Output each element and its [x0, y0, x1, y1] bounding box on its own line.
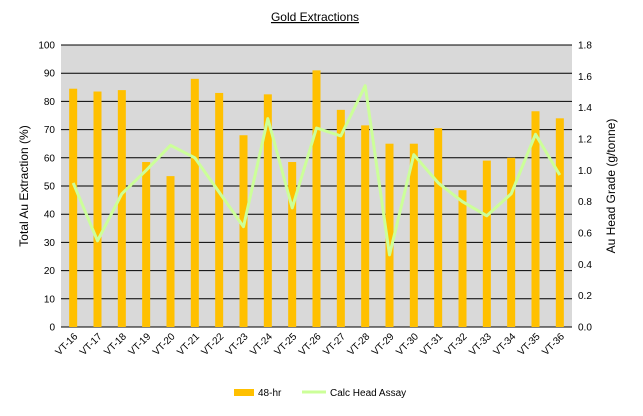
bar [288, 162, 297, 327]
x-tick-label: VT-21 [175, 331, 202, 358]
x-tick-label: VT-23 [224, 331, 251, 358]
x-tick-label: VT-35 [516, 331, 543, 358]
legend-label-calc-head-assay: Calc Head Assay [330, 388, 406, 399]
line-series [71, 84, 562, 257]
bar [336, 109, 345, 327]
x-tick-label: VT-20 [151, 331, 178, 358]
x-tick-label: VT-33 [467, 331, 494, 358]
chart-title: Gold Extractions [271, 10, 359, 24]
bar [215, 92, 224, 327]
bar [93, 91, 102, 327]
y-tick-label: 50 [44, 182, 56, 193]
x-tick-label: VT-32 [443, 331, 470, 358]
bar [142, 162, 151, 327]
x-tick-label: VT-18 [102, 331, 129, 358]
x-tick-label: VT-24 [248, 331, 275, 358]
y2-tick-label: 0.8 [578, 197, 592, 208]
y-tick-label: 30 [44, 238, 56, 249]
x-tick-label: VT-27 [321, 331, 348, 358]
y2-tick-label: 1.2 [578, 135, 592, 146]
x-tick-label: VT-25 [273, 331, 300, 358]
x-tick-label: VT-19 [127, 331, 154, 358]
y-tick-label: 70 [44, 125, 56, 136]
x-tick-label: VT-29 [370, 331, 397, 358]
bar [166, 176, 175, 327]
y-tick-label: 40 [44, 210, 56, 221]
bar [385, 143, 394, 327]
x-tick-label: VT-22 [200, 331, 227, 358]
y-tick-label: 60 [44, 153, 56, 164]
y-tick-label: 10 [44, 294, 56, 305]
bar [531, 111, 540, 328]
bar [434, 128, 443, 327]
y-tick-label: 0 [49, 323, 55, 334]
x-tick-label: VT-16 [54, 331, 81, 358]
x-tick-label: VT-28 [346, 331, 373, 358]
y2-tick-label: 1.0 [578, 166, 592, 177]
x-tick-label: VT-30 [394, 331, 421, 358]
bar [482, 160, 491, 327]
bar [312, 70, 321, 327]
y2-tick-label: 0.6 [578, 229, 592, 240]
bar [458, 190, 467, 327]
legend-swatch-48hr [234, 389, 254, 396]
y-axis-label: Total Au Extraction (%) [17, 125, 31, 246]
bar-series [69, 70, 564, 328]
y-tick-label: 20 [44, 266, 56, 277]
x-tick-label: VT-31 [419, 331, 446, 358]
y2-tick-label: 0.4 [578, 260, 592, 271]
bar [409, 143, 418, 327]
x-tick-label: VT-17 [78, 331, 105, 358]
bar [361, 125, 370, 328]
y2-tick-label: 1.4 [578, 103, 592, 114]
x-tick-label: VT-34 [492, 331, 519, 358]
y2-tick-label: 1.6 [578, 72, 592, 83]
y-axis-right: 0.0 0.2 0.4 0.6 0.8 1.0 1.2 1.4 1.6 1.8 [578, 41, 592, 334]
y-tick-label: 100 [38, 41, 55, 52]
y2-tick-label: 1.8 [578, 41, 592, 52]
x-axis: VT-16VT-17VT-18VT-19VT-20VT-21VT-22VT-23… [54, 331, 568, 358]
legend-label-48hr: 48-hr [258, 388, 282, 399]
bar [69, 88, 78, 328]
y2-tick-label: 0.0 [578, 323, 592, 334]
bar [555, 118, 564, 327]
y-tick-label: 80 [44, 97, 56, 108]
y2-tick-label: 0.2 [578, 291, 592, 302]
x-tick-label: VT-36 [540, 331, 567, 358]
bar [190, 78, 199, 327]
y-tick-label: 90 [44, 69, 56, 80]
bar [117, 90, 126, 328]
bar [507, 157, 516, 327]
bar [239, 135, 248, 327]
y-axis-left: 0 10 20 30 40 50 60 70 80 90 100 [38, 41, 55, 334]
legend: 48-hr Calc Head Assay [234, 388, 406, 399]
x-tick-label: VT-26 [297, 331, 324, 358]
y2-axis-label: Au Head Grade (g/tonne) [604, 119, 618, 254]
bar [263, 94, 272, 327]
